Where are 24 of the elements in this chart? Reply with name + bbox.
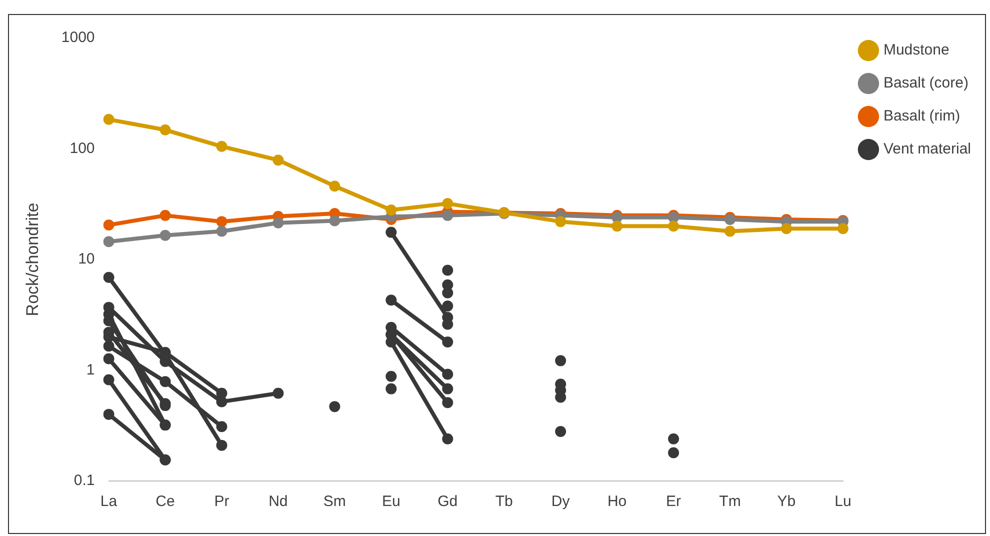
legend-label: Vent material (883, 140, 971, 158)
y-tick-label: 10 (78, 250, 95, 268)
x-tick-label: Tb (495, 493, 513, 510)
x-tick-label: Dy (551, 493, 570, 510)
x-tick-label: Eu (382, 493, 400, 510)
legend-label: Basalt (rim) (883, 108, 960, 125)
x-tick-label: Er (666, 493, 682, 510)
x-tick-label: Nd (268, 493, 288, 510)
x-tick-label: Lu (834, 493, 852, 510)
x-tick-label: La (100, 493, 118, 510)
x-tick-label: Ho (607, 493, 627, 510)
y-tick-label: 0.1 (74, 472, 95, 490)
x-tick-label: Pr (214, 493, 230, 510)
legend-label: Mudstone (883, 42, 950, 59)
x-tick-label: Gd (438, 493, 458, 510)
x-tick-label: Yb (777, 493, 796, 510)
y-tick-label: 100 (70, 140, 95, 157)
y-tick-label: 1 (86, 361, 95, 378)
y-tick-label: 1000 (61, 29, 95, 46)
legend-label: Basalt (core) (883, 74, 968, 92)
x-tick-label: Tm (719, 493, 741, 510)
x-tick-label: Sm (323, 493, 346, 510)
x-tick-label: Ce (156, 493, 175, 510)
y-axis-title: Rock/chondrite (22, 202, 42, 316)
